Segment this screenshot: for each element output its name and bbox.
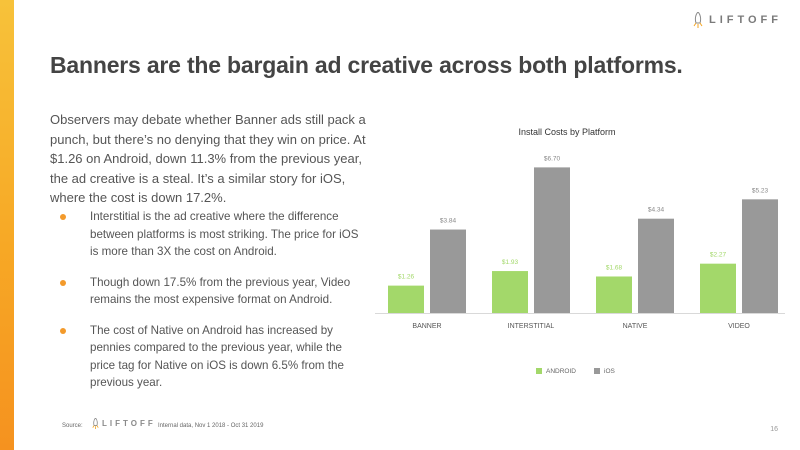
data-label: $4.34	[648, 207, 665, 214]
legend-label: iOS	[604, 368, 616, 375]
legend-ios-swatch	[594, 368, 600, 374]
source-note: Internal data, Nov 1 2018 - Oct 31 2019	[158, 423, 264, 429]
rocket-icon	[92, 418, 99, 429]
header-logo: LIFTOFF	[693, 12, 782, 28]
x-tick-label: BANNER	[412, 323, 441, 330]
bullet-item: The cost of Native on Android has increa…	[60, 322, 360, 392]
data-label: $1.93	[502, 259, 519, 266]
footer-logo: LIFTOFF	[92, 418, 156, 429]
bullet-text: Though down 17.5% from the previous year…	[90, 275, 351, 307]
legend-android-swatch	[536, 368, 542, 374]
android-bar	[700, 263, 736, 313]
x-tick-label: NATIVE	[623, 323, 648, 330]
android-bar	[596, 276, 632, 313]
ios-bar	[638, 218, 674, 313]
page-number: 16	[770, 426, 778, 433]
bullet-item: Interstitial is the ad creative where th…	[60, 208, 360, 261]
bullet-text: The cost of Native on Android has increa…	[90, 323, 344, 390]
ios-bar	[534, 167, 570, 313]
accent-bar	[0, 0, 14, 450]
data-label: $2.27	[710, 252, 727, 259]
chart-title: Install Costs by Platform	[518, 127, 616, 137]
data-label: $1.68	[606, 264, 623, 271]
ios-bar	[742, 199, 778, 313]
x-tick-label: VIDEO	[728, 323, 750, 330]
bullet-dot-icon	[60, 327, 66, 334]
bullet-dot-icon	[60, 279, 66, 286]
ios-bar	[430, 229, 466, 313]
install-cost-chart: $1.26 $3.84 BANNER $1.93 $6.70 INTERSTITIAL $1…	[375, 155, 785, 375]
source-label: Source:	[62, 423, 83, 429]
legend-label: ANDROID	[546, 368, 576, 375]
bullet-item: Though down 17.5% from the previous year…	[60, 274, 360, 309]
data-label: $5.23	[752, 187, 769, 194]
rocket-icon	[693, 12, 703, 28]
data-label: $6.70	[544, 155, 561, 162]
footer-brand-name: LIFTOFF	[102, 419, 156, 428]
android-bar	[388, 285, 424, 313]
data-label: $3.84	[440, 218, 457, 225]
intro-paragraph: Observers may debate whether Banner ads …	[50, 112, 366, 205]
bullet-list: Interstitial is the ad creative where th…	[60, 208, 360, 405]
android-bar	[492, 271, 528, 313]
brand-name: LIFTOFF	[708, 14, 782, 26]
bullet-text: Interstitial is the ad creative where th…	[90, 210, 359, 258]
page-title: Banners are the bargain ad creative acro…	[50, 52, 683, 78]
x-tick-label: INTERSTITIAL	[508, 323, 555, 330]
data-label: $1.26	[398, 274, 415, 281]
bullet-dot-icon	[60, 214, 66, 220]
